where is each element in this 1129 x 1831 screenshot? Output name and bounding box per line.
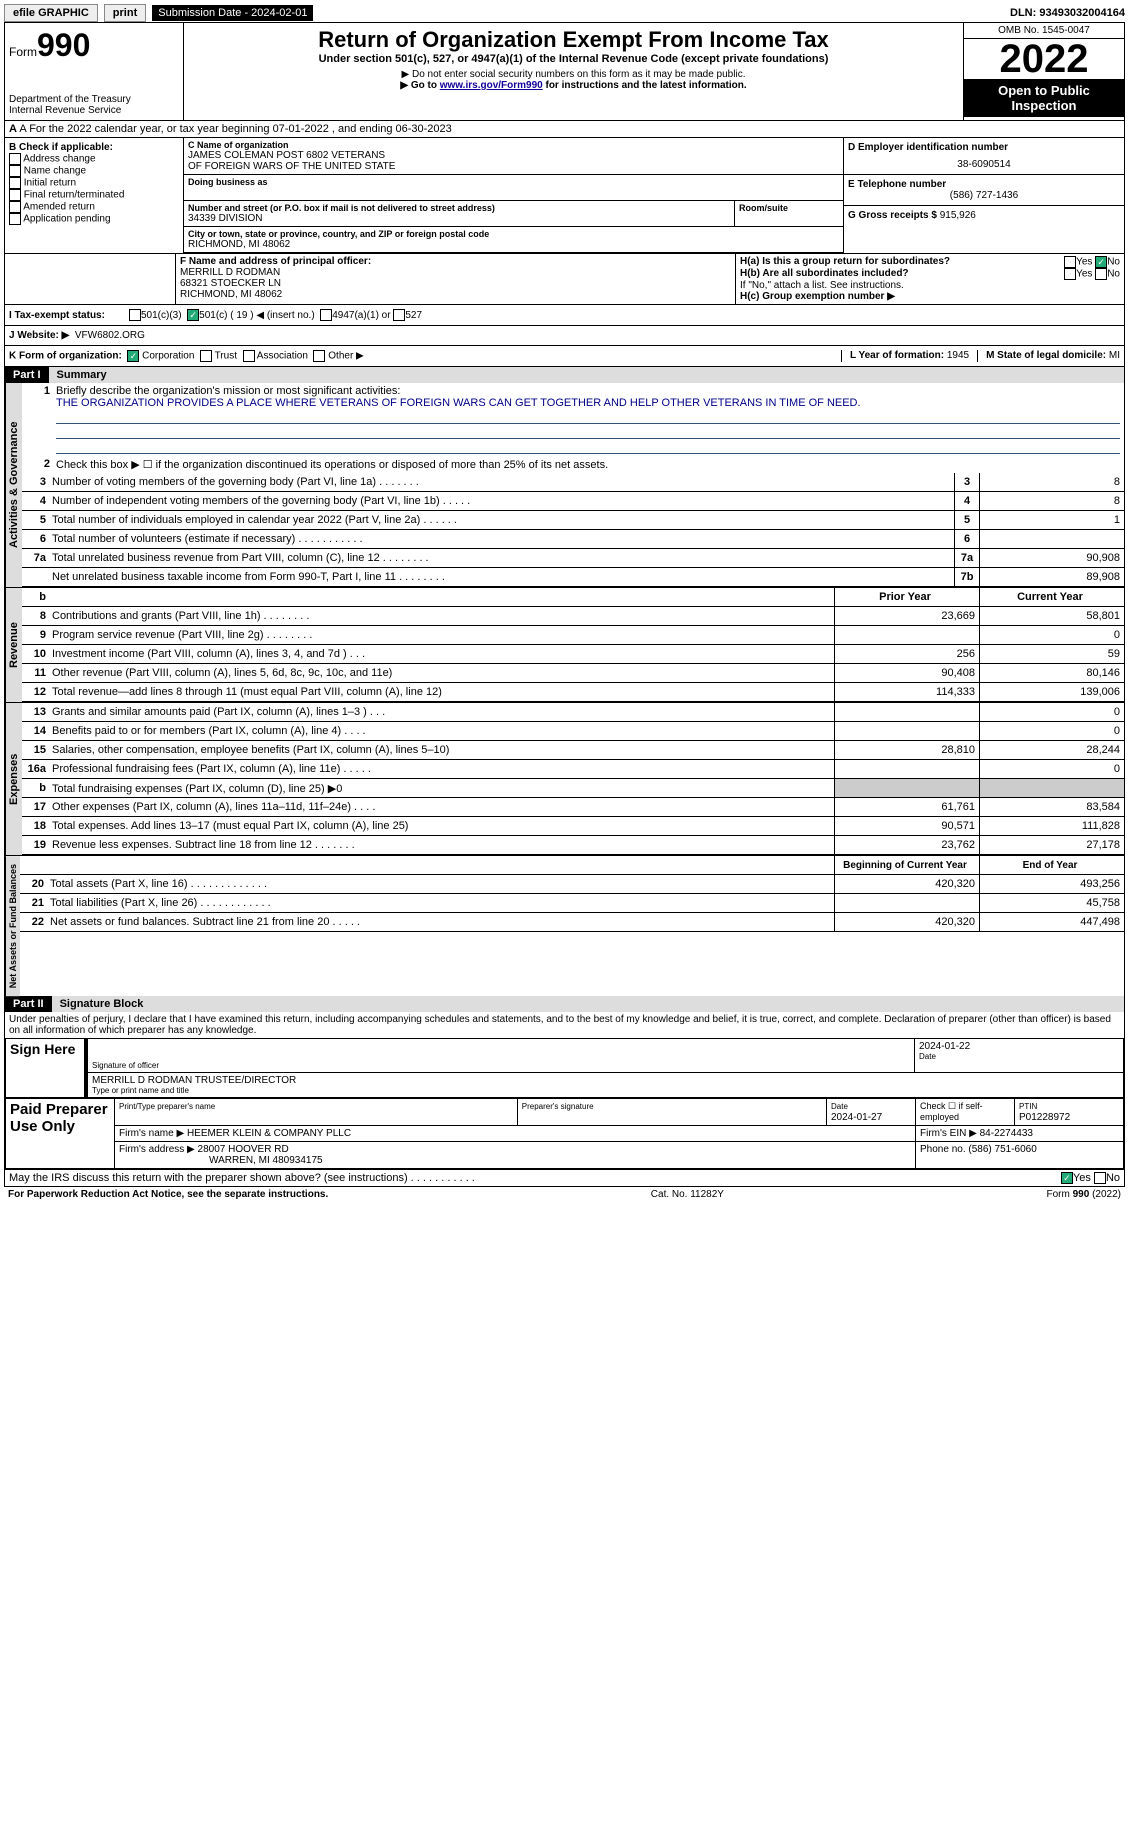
firm-name: HEEMER KLEIN & COMPANY PLLC [187,1128,351,1139]
ptin: P01228972 [1019,1112,1070,1123]
gross-receipts: 915,926 [940,210,976,221]
submission-date: Submission Date - 2024-02-01 [152,5,313,21]
catalog-number: Cat. No. 11282Y [651,1189,724,1200]
print-button[interactable]: print [104,4,146,22]
form-number: Form990 [9,27,179,64]
dln: DLN: 93493032004164 [1010,7,1125,19]
vtab-activities: Activities & Governance [5,383,22,587]
note-ssn: ▶ Do not enter social security numbers o… [188,69,959,80]
note-link: ▶ Go to www.irs.gov/Form990 for instruct… [188,80,959,91]
vtab-revenue: Revenue [5,588,22,702]
org-name: JAMES COLEMAN POST 6802 VETERANS [188,150,839,161]
tax-year: 2022 [964,39,1124,79]
street-address: 34339 DIVISION [188,213,730,224]
city-state-zip: RICHMOND, MI 48062 [188,239,839,250]
form-container: Form990 Department of the Treasury Inter… [4,22,1125,1187]
sign-here-label: Sign Here [6,1039,87,1098]
officer-name: MERRILL D RODMAN [180,267,731,278]
part2-header: Part II [5,996,52,1012]
form-title: Return of Organization Exempt From Incom… [188,27,959,53]
open-to-public: Open to PublicInspection [964,79,1124,117]
mission-text: THE ORGANIZATION PROVIDES A PLACE WHERE … [56,397,861,409]
dept-treasury: Department of the Treasury [9,94,179,105]
paid-preparer-label: Paid Preparer Use Only [6,1099,115,1169]
col-b-checkboxes: B Check if applicable: Address change Na… [5,138,184,253]
perjury-statement: Under penalties of perjury, I declare th… [5,1012,1124,1038]
efile-button[interactable]: efile GRAPHIC [4,4,98,22]
website: VFW6802.ORG [75,330,145,341]
phone: (586) 727-1436 [848,190,1120,201]
top-toolbar: efile GRAPHIC print Submission Date - 20… [4,4,1125,22]
officer-signature-name: MERRILL D RODMAN TRUSTEE/DIRECTOR [92,1075,1119,1086]
pra-notice: For Paperwork Reduction Act Notice, see … [8,1189,328,1200]
part1-header: Part I [5,367,49,383]
irs-label: Internal Revenue Service [9,105,179,116]
vtab-expenses: Expenses [5,703,22,855]
form-subtitle: Under section 501(c), 527, or 4947(a)(1)… [188,53,959,65]
vtab-netassets: Net Assets or Fund Balances [5,856,20,996]
ein: 38-6090514 [848,159,1120,170]
form-ref: Form 990 (2022) [1047,1189,1121,1200]
irs-link[interactable]: www.irs.gov/Form990 [440,80,543,91]
row-a-tax-year: A A For the 2022 calendar year, or tax y… [5,121,1124,138]
